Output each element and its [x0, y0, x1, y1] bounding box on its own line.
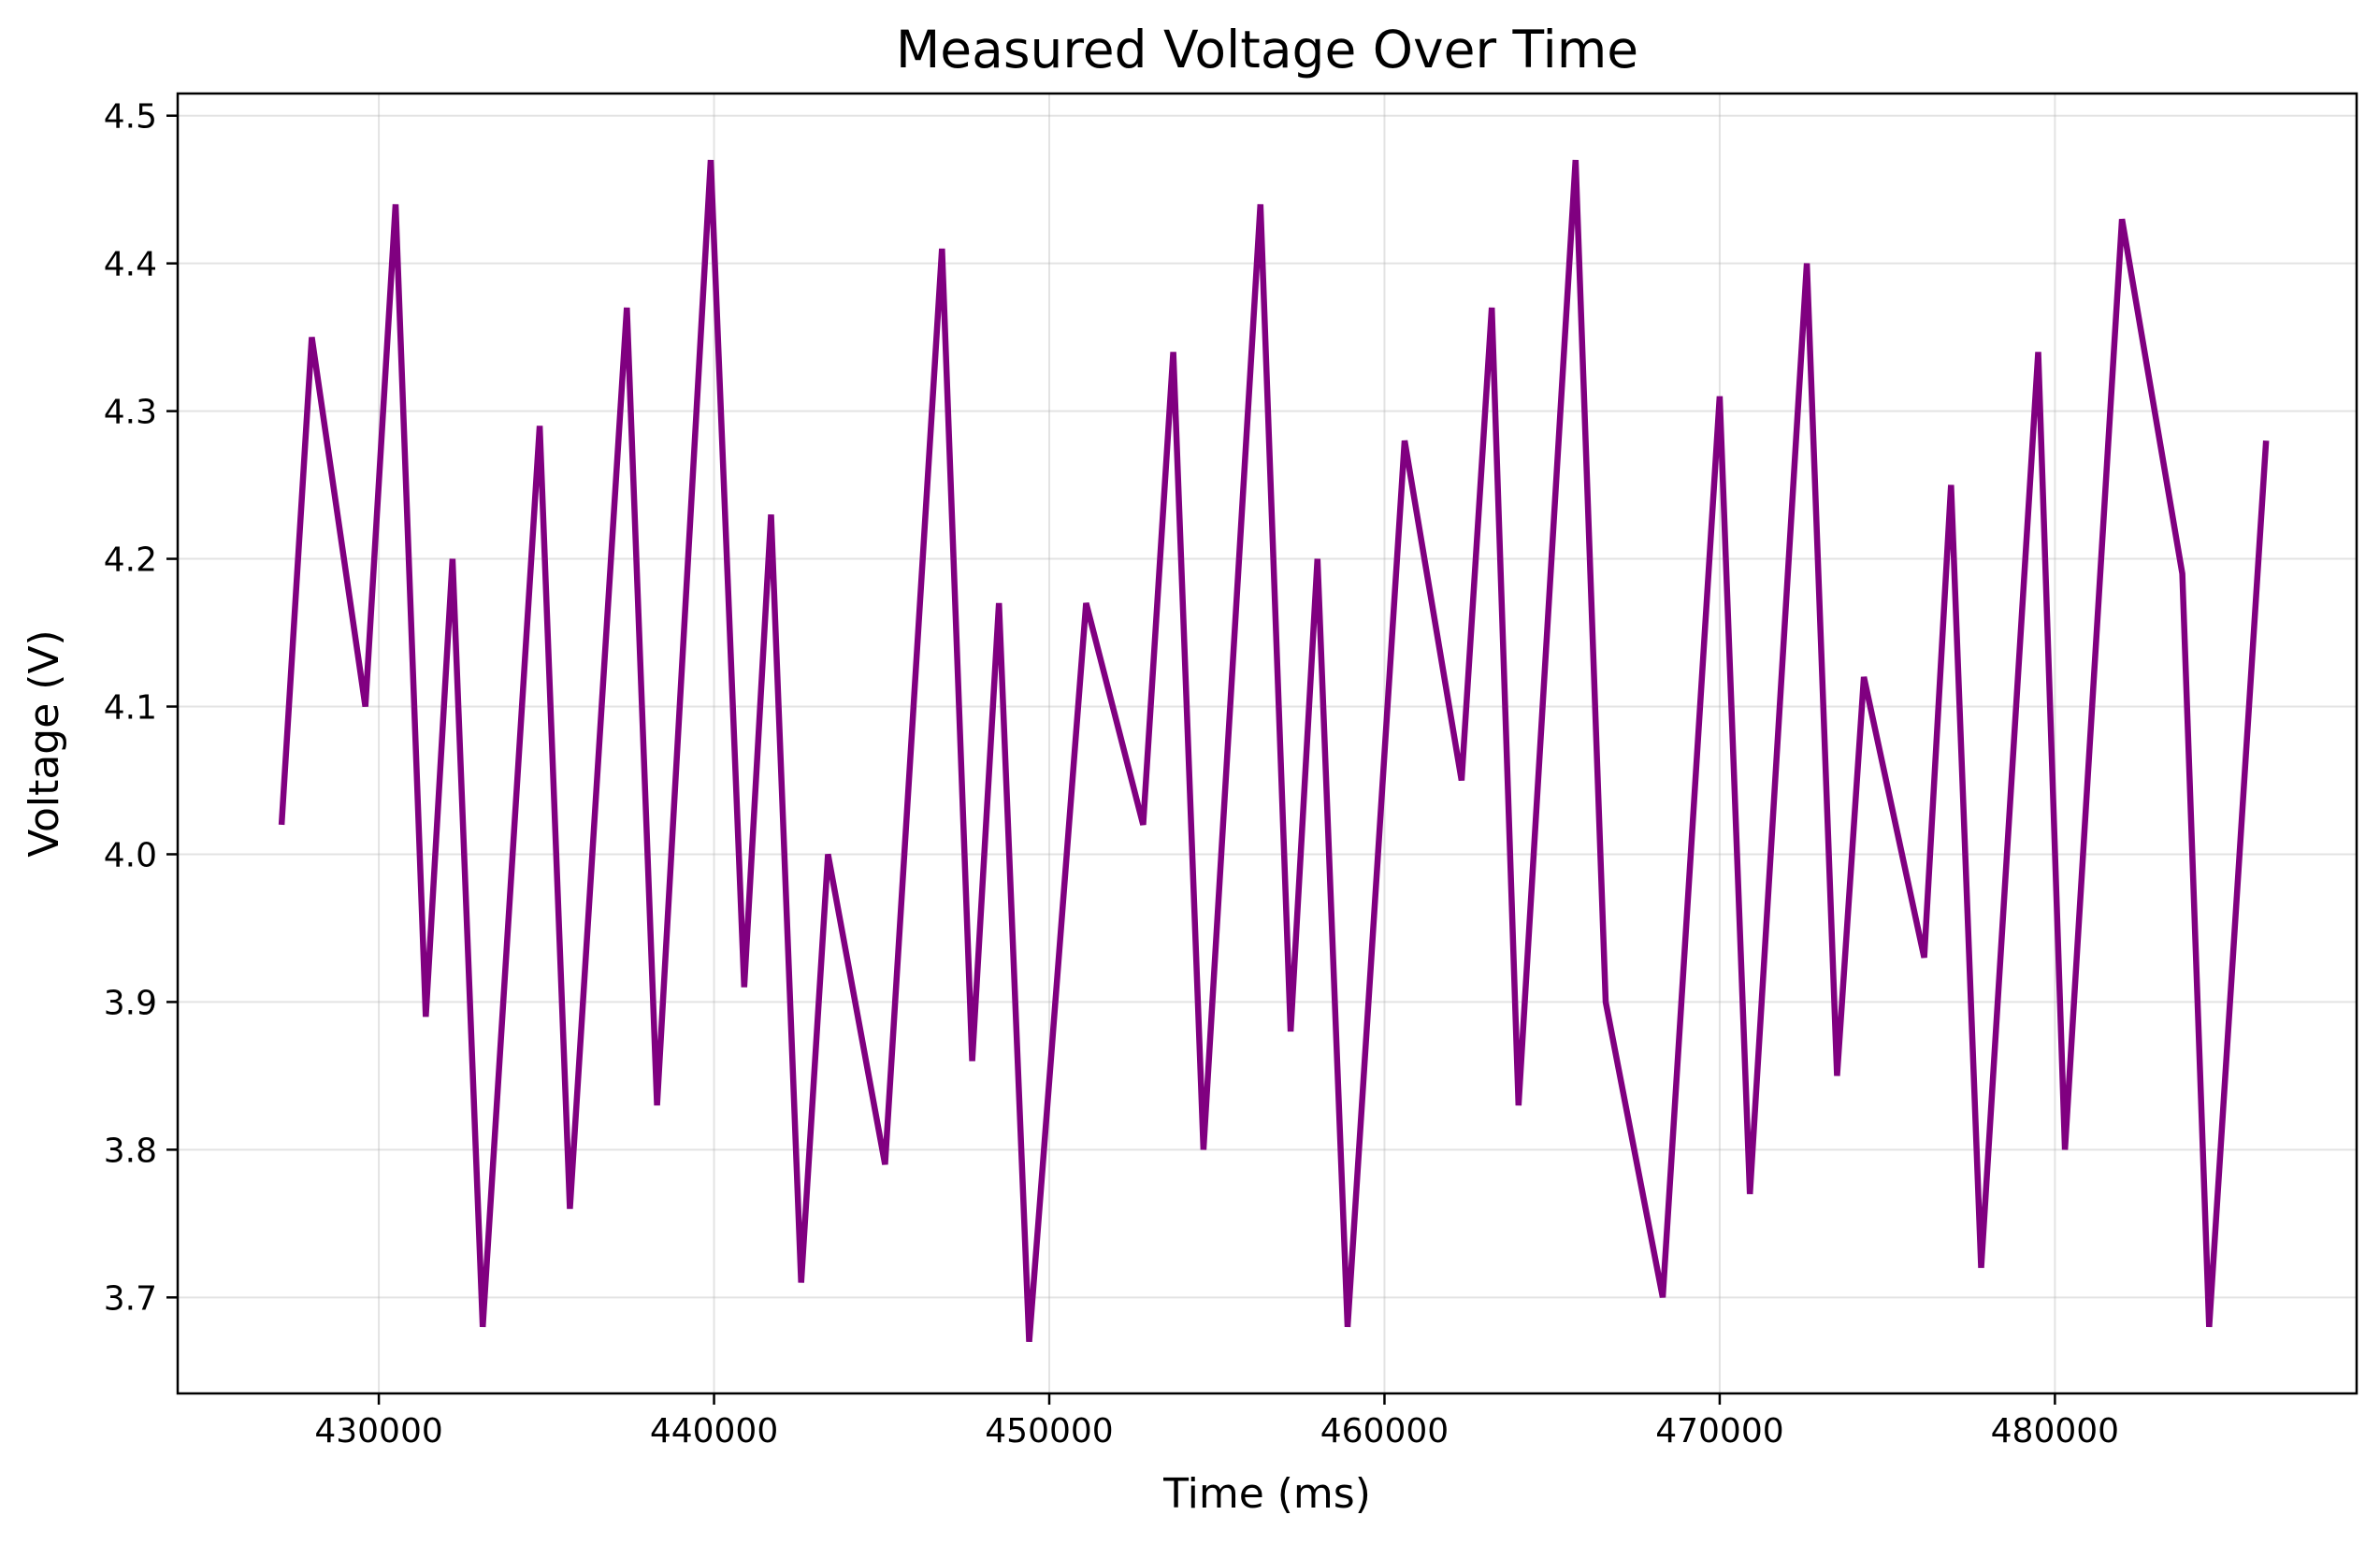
x-tick-label: 450000: [985, 1412, 1113, 1450]
y-tick-label: 4.1: [104, 689, 157, 728]
y-tick-label: 4.4: [104, 246, 157, 284]
y-axis-label: Voltage (V): [21, 629, 68, 857]
x-tick-label: 440000: [650, 1412, 778, 1450]
y-tick-label: 3.9: [104, 984, 157, 1022]
y-tick-label: 4.3: [104, 394, 157, 432]
grid-lines: [178, 94, 2357, 1393]
voltage-series-line: [278, 159, 2270, 1342]
plot-area-frame: [176, 92, 2358, 1395]
y-tick-label: 4.2: [104, 541, 157, 580]
y-axis-ticks: 3.7 3.8 3.9 4.0 4.1 4.2 4.3 4.4 4.5: [104, 98, 178, 1318]
x-tick-label: 460000: [1320, 1412, 1449, 1450]
y-tick-label: 4.0: [104, 836, 157, 874]
x-tick-label: 470000: [1655, 1412, 1783, 1450]
x-axis-ticks: 430000 440000 450000 460000 470000 480000: [314, 1393, 2119, 1450]
x-tick-label: 430000: [314, 1412, 442, 1450]
y-tick-label: 4.5: [104, 98, 157, 137]
x-axis-label: Time (ms): [1162, 1470, 1371, 1518]
y-tick-label: 3.8: [104, 1132, 157, 1170]
y-tick-label: 3.7: [104, 1279, 157, 1318]
chart-title: Measured Voltage Over Time: [896, 20, 1638, 79]
x-tick-label: 480000: [1991, 1412, 2119, 1450]
